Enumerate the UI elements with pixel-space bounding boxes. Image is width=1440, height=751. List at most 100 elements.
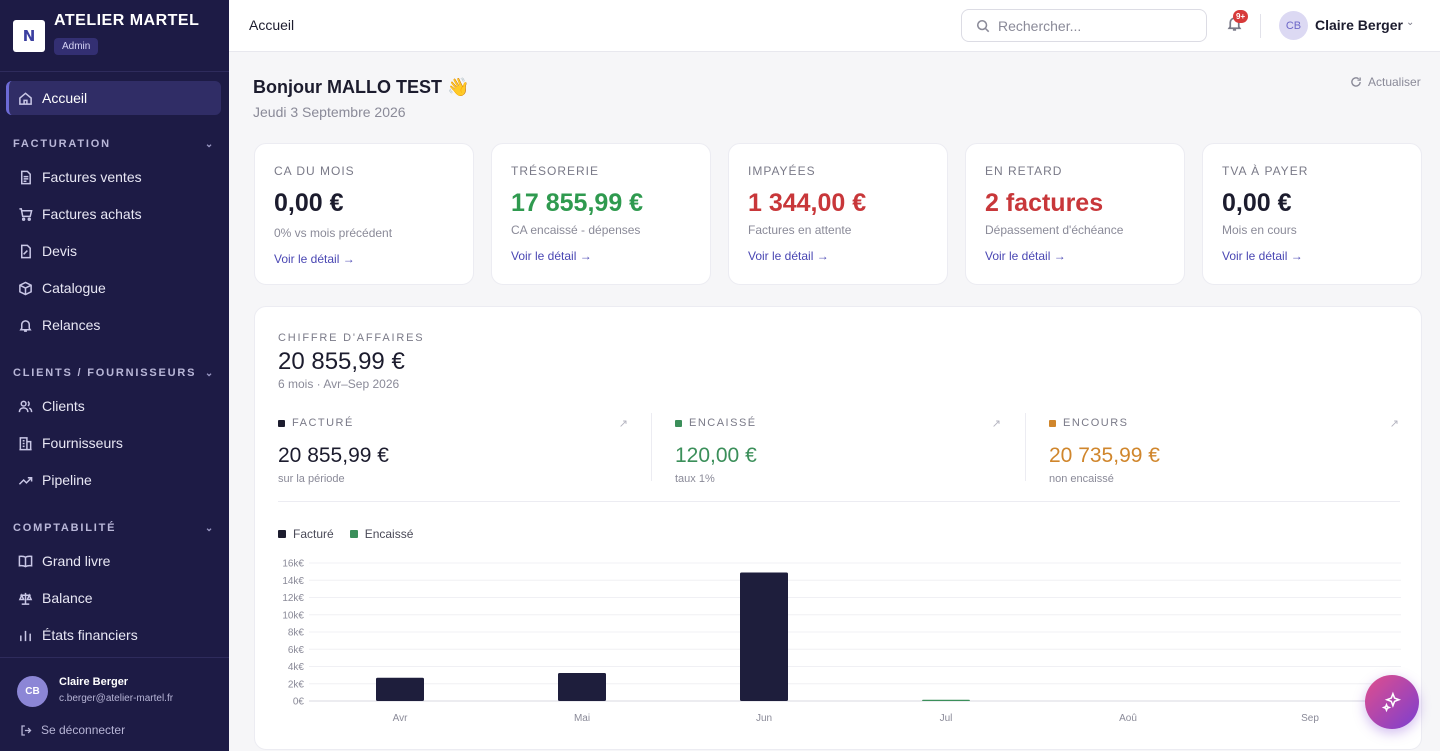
avatar[interactable]: CB xyxy=(17,676,48,707)
brand[interactable]: N ATELIER MARTEL Admin xyxy=(13,12,199,55)
bar-facture-jun xyxy=(740,572,788,701)
sidebar-item-grand-livre[interactable]: Grand livre xyxy=(6,544,221,578)
kpi-card-impayees: IMPAYÉES 1 344,00 € Factures en attente … xyxy=(728,143,948,285)
legend-label: Encaissé xyxy=(364,527,414,541)
y-tick-label: 12k€ xyxy=(282,593,304,604)
kpi-value: 0,00 € xyxy=(274,189,344,217)
brand-name: ATELIER MARTEL xyxy=(54,12,200,29)
bell-icon xyxy=(19,319,32,332)
detail-link[interactable]: Voir le détail → xyxy=(985,249,1066,263)
x-tick-label: Aoû xyxy=(1119,713,1137,724)
logout-label: Se déconnecter xyxy=(41,723,126,737)
legend-item-encaisse[interactable]: Encaissé xyxy=(349,527,414,541)
sidebar-item-relances[interactable]: Relances xyxy=(6,308,221,342)
arrow-up-right-icon: ↗ xyxy=(991,418,1001,430)
sidebar-item-factures-ventes[interactable]: Factures ventes xyxy=(6,160,221,194)
kpi-label: IMPAYÉES xyxy=(748,164,816,178)
section-title: FACTURATION xyxy=(13,138,111,150)
cart-icon xyxy=(19,207,33,221)
sparkles-icon xyxy=(1381,691,1402,713)
sidebar-item-catalogue[interactable]: Catalogue xyxy=(6,271,221,305)
detail-link[interactable]: Voir le détail → xyxy=(274,252,355,266)
breadcrumb[interactable]: Accueil xyxy=(249,17,295,33)
section-title: COMPTABILITÉ xyxy=(13,522,117,534)
kpi-sub: Mois en cours xyxy=(1222,223,1297,237)
x-tick-label: Jul xyxy=(940,713,953,724)
metric-label: FACTURÉ xyxy=(292,417,354,429)
sidebar-item-devis[interactable]: Devis xyxy=(6,234,221,268)
sidebar-item-etats-financiers[interactable]: États financiers xyxy=(6,618,221,652)
divider xyxy=(0,71,229,72)
sidebar-item-label: Devis xyxy=(42,243,78,259)
divider xyxy=(278,501,1400,502)
kpi-label: EN RETARD xyxy=(985,164,1063,178)
y-tick-label: 8k€ xyxy=(288,628,305,639)
sidebar-item-label: Factures achats xyxy=(42,206,142,222)
bar-facture-mai xyxy=(558,672,606,701)
kpi-value: 1 344,00 € xyxy=(748,189,867,217)
search-box[interactable] xyxy=(961,9,1207,42)
y-tick-label: 2k€ xyxy=(288,679,305,690)
divider xyxy=(1260,14,1261,38)
sidebar-item-clients[interactable]: Clients xyxy=(6,389,221,423)
kpi-sub: Dépassement d'échéance xyxy=(985,223,1124,237)
kpi-sub: CA encaissé - dépenses xyxy=(511,223,641,237)
arrow-up-right-icon: ↗ xyxy=(1389,418,1399,430)
revenue-chart: 0€ 2k€ 4k€ 6k€ 8k€ 10k€ 12k€ 14k€ 16k€ Avr Mai Jun J… xyxy=(282,559,1401,724)
legend-swatch xyxy=(1049,419,1056,427)
kpi-sub: 0% vs mois précédent xyxy=(274,226,393,240)
invoice-icon xyxy=(21,170,31,184)
x-tick-label: Mai xyxy=(574,713,590,724)
section-clients-fournisseurs[interactable]: CLIENTS / FOURNISSEURS ⌄ xyxy=(13,367,215,379)
sidebar-item-label: Catalogue xyxy=(42,280,106,296)
scale-icon xyxy=(18,592,33,605)
detail-link[interactable]: Voir le détail → xyxy=(511,249,592,263)
metric-label: ENCOURS xyxy=(1063,417,1129,429)
detail-link[interactable]: Voir le détail → xyxy=(748,249,829,263)
legend-swatch xyxy=(278,419,285,427)
user-name: Claire Berger xyxy=(59,676,129,688)
kpi-sub: Factures en attente xyxy=(748,223,852,237)
x-tick-label: Avr xyxy=(393,713,408,724)
metric-encaisse[interactable]: ENCAISSÉ 120,00 € taux 1% ↗ xyxy=(675,417,1025,487)
legend-item-facture[interactable]: Facturé xyxy=(278,527,334,541)
box-icon xyxy=(19,281,32,295)
sidebar-item-fournisseurs[interactable]: Fournisseurs xyxy=(6,426,221,460)
y-tick-label: 4k€ xyxy=(288,662,305,673)
y-tick-label: 6k€ xyxy=(288,645,305,656)
metric-facture[interactable]: FACTURÉ 20 855,99 € sur la période ↗ xyxy=(278,417,628,487)
logout-icon xyxy=(21,724,32,736)
ai-assistant-button[interactable] xyxy=(1365,675,1419,729)
divider xyxy=(0,657,229,658)
refresh-button[interactable]: Actualiser xyxy=(1350,75,1421,89)
divider xyxy=(1025,413,1026,481)
sidebar-item-pipeline[interactable]: Pipeline xyxy=(6,463,221,497)
metric-value: 120,00 € xyxy=(675,444,757,467)
legend-swatch xyxy=(349,530,358,538)
sidebar-item-accueil[interactable]: Accueil xyxy=(6,81,221,115)
chevron-down-icon[interactable]: ⌄ xyxy=(1406,17,1415,28)
section-title: CLIENTS / FOURNISSEURS xyxy=(13,367,197,379)
search-input[interactable] xyxy=(998,17,1188,34)
y-tick-label: 10k€ xyxy=(282,610,304,621)
avatar[interactable]: CB xyxy=(1279,11,1308,40)
sidebar-item-factures-achats[interactable]: Factures achats xyxy=(6,197,221,231)
chart-legend: Facturé Encaissé xyxy=(278,527,429,541)
revenue-panel: CHIFFRE D'AFFAIRES 20 855,99 € 6 mois · … xyxy=(254,306,1422,750)
metric-value: 20 735,99 € xyxy=(1049,444,1160,467)
logout-button[interactable]: Se déconnecter xyxy=(20,723,125,737)
section-facturation[interactable]: FACTURATION ⌄ xyxy=(13,138,215,150)
divider xyxy=(651,413,652,481)
y-tick-label: 14k€ xyxy=(282,576,304,587)
kpi-value: 17 855,99 € xyxy=(511,189,644,217)
detail-link[interactable]: Voir le détail → xyxy=(1222,249,1303,263)
sidebar-item-balance[interactable]: Balance xyxy=(6,581,221,615)
sidebar-item-label: Accueil xyxy=(42,90,88,106)
kpi-label: TRÉSORERIE xyxy=(511,164,600,178)
user-menu-name[interactable]: Claire Berger xyxy=(1315,17,1403,33)
sidebar-item-label: Relances xyxy=(42,317,101,333)
metric-encours[interactable]: ENCOURS 20 735,99 € non encaissé ↗ xyxy=(1049,417,1399,487)
section-comptabilite[interactable]: COMPTABILITÉ ⌄ xyxy=(13,522,215,534)
kpi-card-tva: TVA À PAYER 0,00 € Mois en cours Voir le… xyxy=(1202,143,1422,285)
kpi-label: CA DU MOIS xyxy=(274,164,355,178)
